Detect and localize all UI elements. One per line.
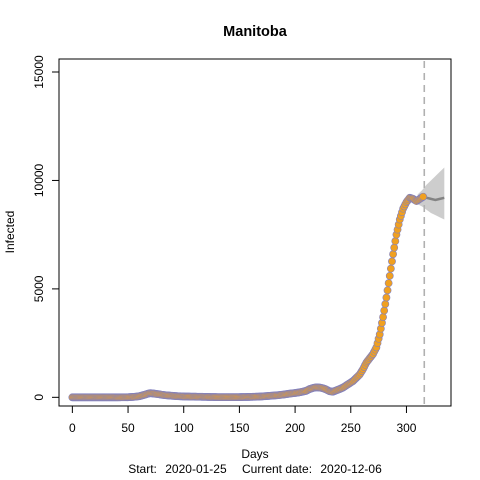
data-point (388, 257, 396, 266)
y-axis: 0 5000 10000 15000 (32, 55, 60, 401)
x-tick-label: 0 (69, 421, 76, 435)
start-date: 2020-01-25 (165, 462, 227, 476)
data-point (380, 306, 389, 315)
data-point (383, 286, 392, 295)
data-point (385, 271, 394, 280)
start-label: Start: (128, 462, 157, 476)
current-date-label: Current date: (242, 462, 312, 476)
y-axis-label: Infected (3, 211, 17, 254)
plot-frame (58, 58, 452, 407)
data-point (389, 250, 397, 259)
y-tick-label: 0 (32, 394, 46, 401)
svg-text:Start: 2020-01-25: Start: 2020-01-25 Current date: 2020-12-… (128, 462, 382, 476)
data-point (390, 243, 399, 252)
x-tick-label: 50 (121, 421, 135, 435)
y-tick-label: 10000 (32, 163, 46, 197)
data-point (382, 293, 391, 302)
y-tick-label: 15000 (32, 55, 46, 89)
x-axis: 0 50 100 150 200 250 300 (69, 405, 417, 435)
x-tick-label: 250 (341, 421, 361, 435)
data-point (381, 300, 390, 308)
x-tick-label: 100 (174, 421, 194, 435)
current-date: 2020-12-06 (320, 462, 382, 476)
data-point (379, 313, 387, 321)
x-tick-label: 150 (229, 421, 249, 435)
x-tick-label: 300 (396, 421, 416, 435)
footer: Start: 2020-01-25 Current date: 2020-12-… (128, 462, 382, 476)
y-tick-label: 5000 (32, 275, 46, 302)
data-points (68, 192, 428, 402)
data-point (391, 237, 400, 246)
data-point (419, 192, 428, 201)
data-point (384, 279, 393, 288)
data-point (386, 264, 395, 273)
x-axis-label: Days (241, 447, 268, 461)
chart-title: Manitoba (223, 24, 288, 40)
x-tick-label: 200 (285, 421, 305, 435)
